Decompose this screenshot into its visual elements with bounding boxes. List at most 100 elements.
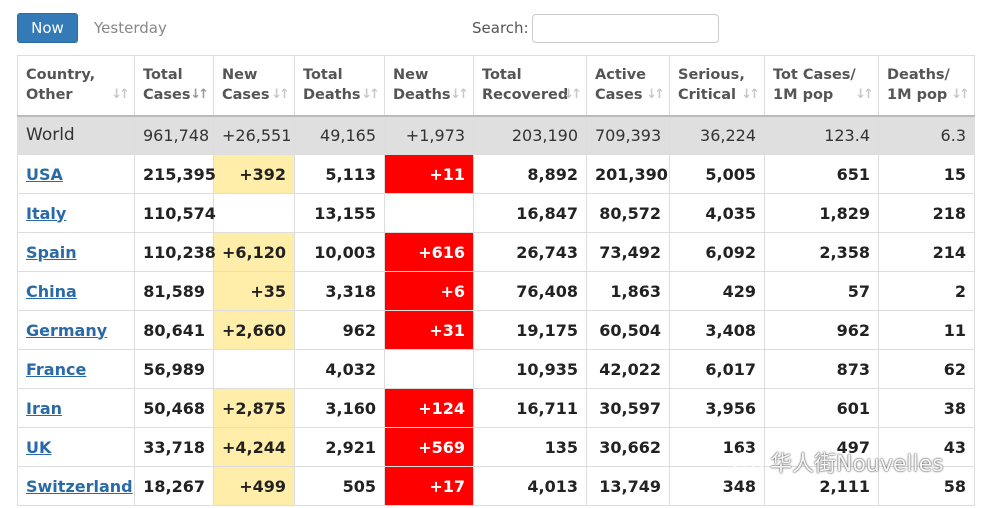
- cell-deaths-per-1m: 38: [878, 388, 975, 428]
- cell-new-deaths: +1,973: [384, 115, 474, 155]
- cell-country: Spain: [17, 232, 135, 272]
- cell-active-cases: 30,662: [586, 427, 670, 467]
- cell-tot-cases-per-1m: 123.4: [764, 115, 879, 155]
- country-link[interactable]: Switzerland: [26, 476, 133, 496]
- sort-icon[interactable]: ↓↑: [450, 86, 469, 102]
- now-button[interactable]: Now: [17, 13, 78, 43]
- cell-serious-critical: 5,005: [669, 154, 765, 194]
- header-deaths-per-1m[interactable]: Deaths/1M pop ↓↑: [878, 55, 975, 117]
- cell-total-deaths: 5,113: [294, 154, 385, 194]
- cell-country: Iran: [17, 388, 135, 428]
- cell-total-deaths: 4,032: [294, 349, 385, 389]
- cell-total-deaths: 3,160: [294, 388, 385, 428]
- cell-tot-cases-per-1m: 962: [764, 310, 879, 350]
- header-label: New: [393, 67, 429, 83]
- table-row: Spain 110,238 +6,120 10,003 +616 26,743 73,492…: [17, 232, 975, 272]
- header-active-cases[interactable]: Active Cases ↓↑: [586, 55, 670, 117]
- header-label: Recovered: [482, 87, 569, 103]
- covid-stats-table: Country, Other ↓↑ Total Cases ↓↑ New Cases ↓↑ Tot…: [17, 55, 975, 506]
- cell-active-cases: 80,572: [586, 193, 670, 233]
- cell-new-cases: +35: [213, 271, 295, 311]
- header-label: Country,: [26, 67, 96, 83]
- header-country[interactable]: Country, Other ↓↑: [17, 55, 135, 117]
- sort-icon[interactable]: ↓↑: [563, 86, 582, 102]
- cell-total-recovered: 76,408: [473, 271, 587, 311]
- country-link[interactable]: Iran: [26, 398, 63, 418]
- table-row: UK 33,718 +4,244 2,921 +569 135 30,662 163 497 43: [17, 427, 975, 467]
- cell-new-cases: [213, 349, 295, 389]
- cell-country: Italy: [17, 193, 135, 233]
- cell-total-recovered: 135: [473, 427, 587, 467]
- cell-total-deaths: 962: [294, 310, 385, 350]
- table-row: Germany 80,641 +2,660 962 +31 19,175 60,504 3,4…: [17, 310, 975, 350]
- cell-country: Germany: [17, 310, 135, 350]
- cell-total-cases: 56,989: [134, 349, 214, 389]
- header-label: Active: [595, 67, 647, 83]
- sort-descending-icon[interactable]: ↓↑: [190, 86, 209, 102]
- cell-tot-cases-per-1m: 601: [764, 388, 879, 428]
- sort-icon[interactable]: ↓↑: [361, 86, 380, 102]
- cell-deaths-per-1m: 218: [878, 193, 975, 233]
- cell-deaths-per-1m: 43: [878, 427, 975, 467]
- sort-icon[interactable]: ↓↑: [741, 86, 760, 102]
- header-label: Critical: [678, 87, 737, 103]
- cell-total-recovered: 26,743: [473, 232, 587, 272]
- cell-new-cases: +2,875: [213, 388, 295, 428]
- cell-tot-cases-per-1m: 497: [764, 427, 879, 467]
- country-link[interactable]: USA: [26, 164, 63, 184]
- cell-serious-critical: 3,408: [669, 310, 765, 350]
- cell-active-cases: 709,393: [586, 115, 670, 155]
- cell-tot-cases-per-1m: 57: [764, 271, 879, 311]
- cell-total-cases: 33,718: [134, 427, 214, 467]
- country-link[interactable]: China: [26, 281, 77, 301]
- country-link[interactable]: Germany: [26, 320, 108, 340]
- sort-icon[interactable]: ↓↑: [951, 86, 970, 102]
- cell-total-cases: 18,267: [134, 466, 214, 506]
- cell-active-cases: 30,597: [586, 388, 670, 428]
- search-input[interactable]: [532, 14, 719, 43]
- country-link[interactable]: Italy: [26, 203, 67, 223]
- header-label: Total: [482, 67, 522, 83]
- cell-deaths-per-1m: 6.3: [878, 115, 975, 155]
- table-row: USA 215,395 +392 5,113 +11 8,892 201,390 5,005 6…: [17, 154, 975, 194]
- header-label: Cases: [222, 87, 270, 103]
- header-total-cases[interactable]: Total Cases ↓↑: [134, 55, 214, 117]
- table-row: Switzerland 18,267 +499 505 +17 4,013 13,749 34…: [17, 466, 975, 506]
- header-label: New: [222, 67, 258, 83]
- cell-new-cases: +499: [213, 466, 295, 506]
- country-link[interactable]: UK: [26, 437, 52, 457]
- sort-icon[interactable]: ↓↑: [646, 86, 665, 102]
- cell-total-cases: 110,574: [134, 193, 216, 233]
- sort-icon[interactable]: ↓↑: [111, 86, 130, 102]
- header-serious-critical[interactable]: Serious, Critical ↓↑: [669, 55, 765, 117]
- cell-serious-critical: 4,035: [669, 193, 765, 233]
- cell-total-deaths: 49,165: [294, 115, 385, 155]
- cell-country: USA: [17, 154, 135, 194]
- header-label: Total: [303, 67, 343, 83]
- cell-active-cases: 13,749: [586, 466, 670, 506]
- cell-new-cases: [213, 193, 295, 233]
- cell-serious-critical: 3,956: [669, 388, 765, 428]
- country-link[interactable]: France: [26, 359, 87, 379]
- header-tot-cases-per-1m[interactable]: Tot Cases/1M pop ↓↑: [764, 55, 879, 117]
- cell-total-deaths: 505: [294, 466, 385, 506]
- header-new-deaths[interactable]: New Deaths ↓↑: [384, 55, 474, 117]
- sort-icon[interactable]: ↓↑: [271, 86, 290, 102]
- header-total-deaths[interactable]: Total Deaths ↓↑: [294, 55, 385, 117]
- header-total-recovered[interactable]: Total Recovered ↓↑: [473, 55, 587, 117]
- toolbar: Now Yesterday Search:: [0, 0, 992, 55]
- yesterday-button[interactable]: Yesterday: [94, 19, 167, 37]
- header-new-cases[interactable]: New Cases ↓↑: [213, 55, 295, 117]
- country-link[interactable]: Spain: [26, 242, 77, 262]
- cell-tot-cases-per-1m: 651: [764, 154, 879, 194]
- sort-icon[interactable]: ↓↑: [855, 86, 874, 102]
- cell-active-cases: 60,504: [586, 310, 670, 350]
- cell-tot-cases-per-1m: 1,829: [764, 193, 879, 233]
- cell-total-deaths: 13,155: [294, 193, 385, 233]
- cell-new-cases: +6,120: [213, 232, 295, 272]
- cell-serious-critical: 429: [669, 271, 765, 311]
- cell-active-cases: 42,022: [586, 349, 670, 389]
- cell-total-cases: 80,641: [134, 310, 214, 350]
- cell-total-deaths: 3,318: [294, 271, 385, 311]
- cell-total-recovered: 16,711: [473, 388, 587, 428]
